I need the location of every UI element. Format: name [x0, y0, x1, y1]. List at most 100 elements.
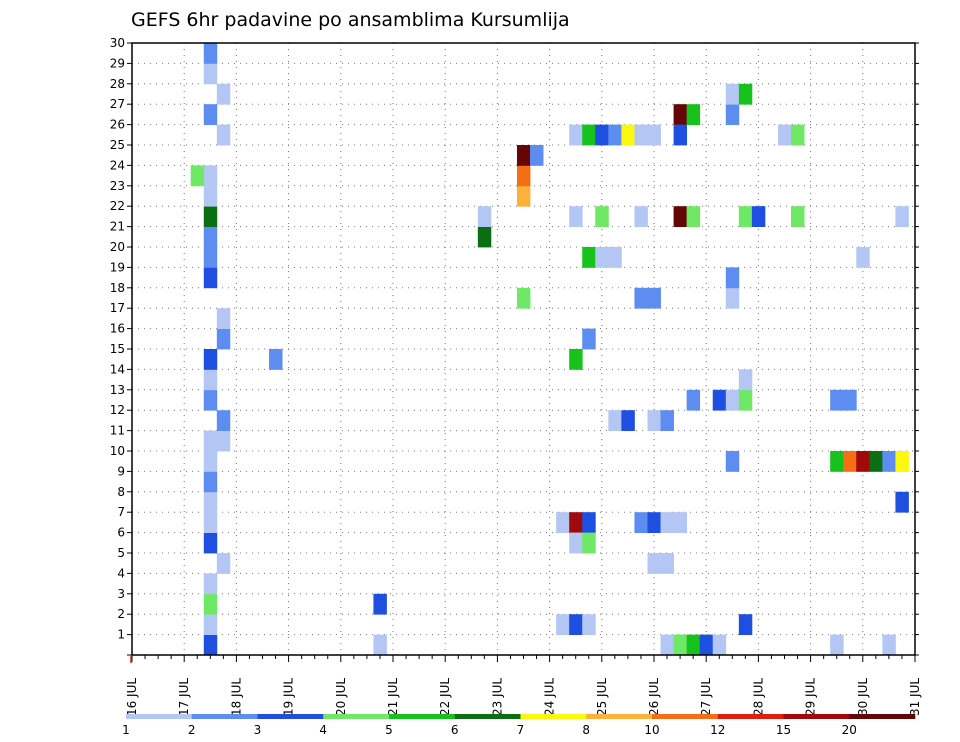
data-cell	[203, 104, 218, 125]
colorbar: 1 2 3 4 5 6 7 8 10 12 15 20	[122, 714, 916, 737]
data-cell	[582, 247, 596, 268]
data-cell	[569, 124, 583, 146]
data-cell	[608, 124, 622, 146]
data-cell	[203, 512, 218, 533]
data-cell	[203, 593, 218, 615]
colorbar-swatch	[586, 714, 653, 719]
data-cell	[686, 634, 701, 656]
data-cell	[582, 328, 596, 350]
data-cell	[216, 308, 231, 329]
data-cell	[516, 165, 531, 187]
y-tick-label: 17	[110, 301, 125, 315]
data-cell	[647, 124, 661, 146]
y-tick-label: 5	[117, 546, 125, 560]
colorbar-swatch	[191, 714, 258, 719]
x-tick-label: 25 JUL	[595, 678, 609, 716]
data-cell	[686, 389, 701, 411]
data-cell	[203, 471, 218, 493]
y-tick-label: 20	[110, 240, 125, 254]
data-cell	[373, 634, 387, 656]
data-cell	[686, 104, 701, 125]
data-cell	[556, 614, 570, 635]
data-cell	[621, 410, 635, 431]
y-tick-label: 28	[110, 77, 125, 91]
data-cell	[556, 512, 570, 533]
data-cell	[373, 593, 387, 615]
y-tick-label: 6	[117, 526, 125, 540]
data-cell	[216, 430, 231, 452]
data-cell	[686, 206, 701, 227]
data-cell	[725, 83, 740, 105]
data-cell	[595, 247, 609, 268]
data-cell	[856, 247, 870, 268]
data-cell	[660, 634, 674, 656]
data-cell	[725, 389, 740, 411]
data-cell	[203, 43, 218, 64]
data-cell	[569, 532, 583, 554]
data-cell	[477, 226, 492, 248]
data-cell	[203, 267, 218, 289]
data-cell	[895, 206, 909, 227]
data-cell	[791, 124, 805, 146]
x-tick-label: 29 JUL	[804, 678, 818, 716]
data-cell	[856, 451, 870, 472]
data-cell	[516, 145, 531, 166]
data-cell	[216, 553, 231, 574]
data-cell	[843, 389, 857, 411]
data-cell	[530, 145, 544, 166]
y-tick-label: 8	[117, 485, 125, 499]
data-cell	[830, 451, 844, 472]
data-cell	[203, 451, 218, 472]
y-tick-label: 23	[110, 179, 125, 193]
data-cell	[203, 634, 218, 656]
colorbar-label: 7	[517, 723, 525, 737]
colorbar-label: 6	[451, 723, 459, 737]
data-cell	[725, 104, 740, 125]
data-cell	[660, 512, 674, 533]
colorbar-label: 3	[254, 723, 262, 737]
data-cell	[673, 512, 688, 533]
data-cell	[203, 63, 218, 85]
data-cell	[738, 206, 753, 227]
grid	[132, 43, 915, 655]
data-cell	[869, 451, 883, 472]
data-cell	[634, 512, 648, 533]
data-cell	[203, 247, 218, 268]
y-tick-label: 15	[110, 342, 125, 356]
x-tick-label: 23 JUL	[490, 678, 504, 716]
data-cell	[203, 491, 218, 513]
data-cells	[190, 43, 909, 656]
data-cell	[216, 410, 231, 431]
data-cell	[647, 512, 661, 533]
data-cell	[190, 165, 205, 187]
y-tick-label: 4	[117, 566, 125, 580]
data-cell	[882, 451, 896, 472]
data-cell	[660, 553, 674, 574]
data-cell	[634, 124, 648, 146]
data-cell	[738, 83, 753, 105]
y-tick-label: 11	[110, 424, 125, 438]
data-cell	[699, 634, 714, 656]
x-tick-label: 18 JUL	[229, 678, 243, 716]
x-tick-label: 19 JUL	[282, 678, 296, 716]
y-tick-label: 12	[110, 403, 125, 417]
data-cell	[673, 634, 688, 656]
data-cell	[791, 206, 805, 227]
data-cell	[595, 206, 609, 227]
data-cell	[777, 124, 792, 146]
data-cell	[712, 389, 727, 411]
data-cell	[621, 124, 635, 146]
y-tick-label: 14	[110, 362, 125, 376]
data-cell	[569, 206, 583, 227]
colorbar-swatch	[323, 714, 390, 719]
data-cell	[895, 451, 909, 472]
colorbar-label: 12	[710, 723, 725, 737]
y-tick-label: 18	[110, 281, 125, 295]
data-cell	[608, 247, 622, 268]
data-cell	[203, 226, 218, 248]
x-tick-label: 27 JUL	[699, 678, 713, 716]
y-tick-label: 13	[110, 383, 125, 397]
data-cell	[843, 451, 857, 472]
colorbar-swatch	[849, 714, 916, 719]
x-tick-label: 20 JUL	[334, 678, 348, 716]
